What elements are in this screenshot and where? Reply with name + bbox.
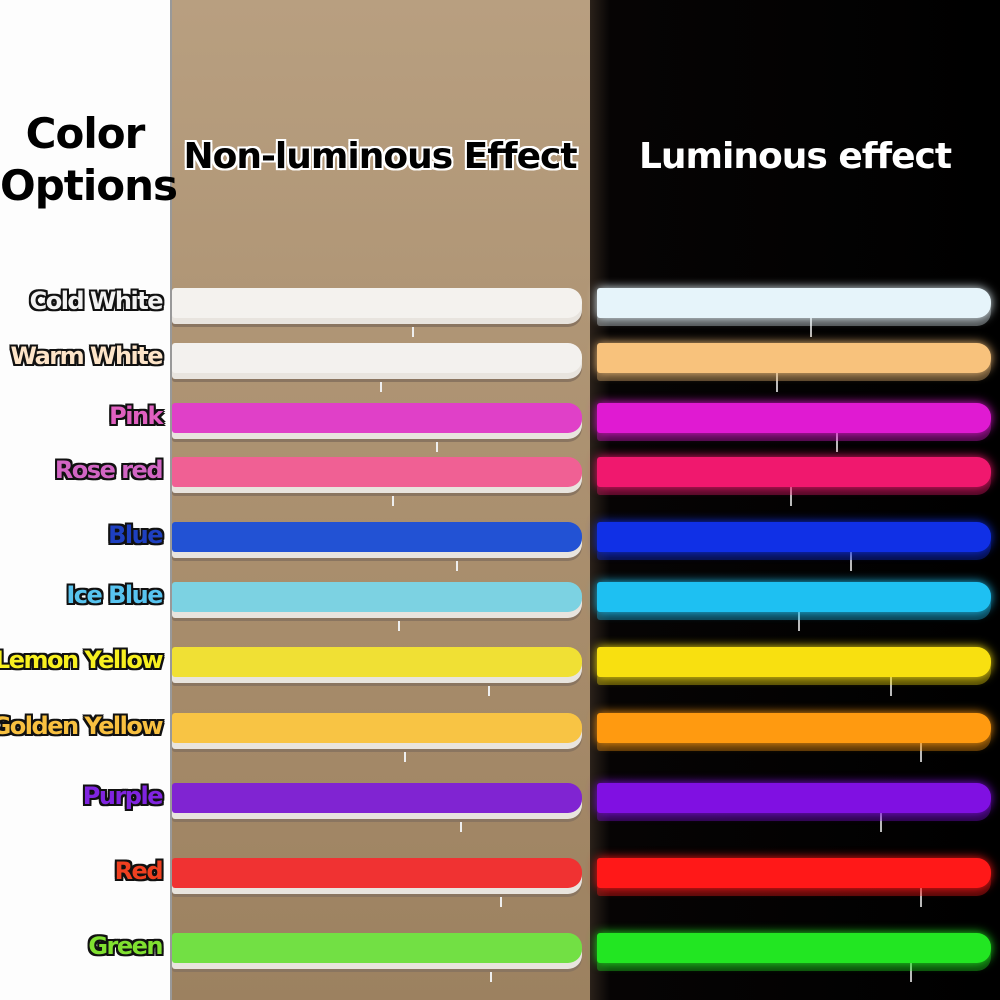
color-label: Lemon Yellow <box>0 646 164 674</box>
strip-unlit <box>172 522 582 552</box>
labels-panel <box>0 0 170 1000</box>
title-line-1: Color <box>25 109 146 158</box>
color-label: Warm White <box>10 342 163 370</box>
mounting-clip <box>460 812 462 832</box>
strip-unlit <box>172 858 582 888</box>
mounting-clip <box>412 317 414 337</box>
color-label: Blue <box>108 521 163 549</box>
strip-lit <box>597 343 991 373</box>
strip-lit <box>597 582 991 612</box>
color-label: Purple <box>82 782 164 810</box>
mounting-clip <box>790 486 792 506</box>
mounting-clip <box>404 742 406 762</box>
mounting-clip <box>380 372 382 392</box>
strip-unlit <box>172 457 582 487</box>
mounting-clip <box>798 611 800 631</box>
color-label: Green <box>88 932 163 960</box>
non-luminous-panel <box>170 0 592 1000</box>
strip-lit <box>597 647 991 677</box>
color-label: Pink <box>109 402 163 430</box>
mounting-clip <box>436 432 438 452</box>
mounting-clip <box>490 962 492 982</box>
page-title: Color Options <box>0 108 178 212</box>
strip-lit <box>597 858 991 888</box>
strip-lit <box>597 403 991 433</box>
luminous-heading: Luminous effect <box>638 136 952 177</box>
strip-lit <box>597 457 991 487</box>
strip-lit <box>597 713 991 743</box>
mounting-clip <box>810 317 812 337</box>
strip-unlit <box>172 783 582 813</box>
mounting-clip <box>488 676 490 696</box>
mounting-clip <box>836 432 838 452</box>
mounting-clip <box>392 486 394 506</box>
mounting-clip <box>910 962 912 982</box>
mounting-clip <box>500 887 502 907</box>
mounting-clip <box>920 887 922 907</box>
strip-lit <box>597 522 991 552</box>
strip-unlit <box>172 343 582 373</box>
strip-unlit <box>172 582 582 612</box>
color-label: Red <box>114 857 164 885</box>
strip-unlit <box>172 713 582 743</box>
mounting-clip <box>776 372 778 392</box>
color-label: Golden Yellow <box>0 712 164 740</box>
title-line-2: Options <box>0 161 178 210</box>
mounting-clip <box>850 551 852 571</box>
mounting-clip <box>398 611 400 631</box>
color-label: Rose red <box>54 456 164 484</box>
luminous-panel <box>590 0 1000 1000</box>
mounting-clip <box>890 676 892 696</box>
mounting-clip <box>920 742 922 762</box>
strip-lit <box>597 933 991 963</box>
strip-unlit <box>172 647 582 677</box>
strip-unlit <box>172 288 582 318</box>
color-label: Ice Blue <box>66 581 163 609</box>
non-luminous-heading: Non-luminous Effect <box>183 136 577 177</box>
mounting-clip <box>456 551 458 571</box>
strip-lit <box>597 783 991 813</box>
strip-lit <box>597 288 991 318</box>
strip-unlit <box>172 933 582 963</box>
color-label: Cold White <box>29 287 164 315</box>
strip-unlit <box>172 403 582 433</box>
mounting-clip <box>880 812 882 832</box>
